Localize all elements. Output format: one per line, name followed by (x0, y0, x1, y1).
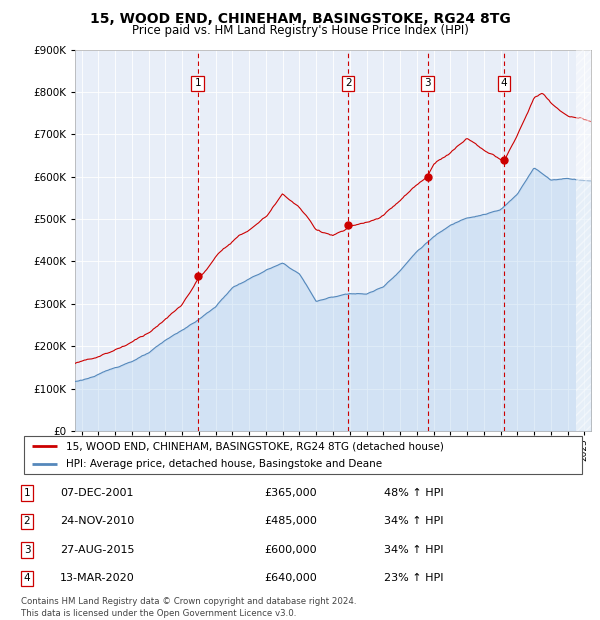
Text: 1: 1 (194, 79, 201, 89)
Text: £365,000: £365,000 (264, 488, 317, 498)
Text: 4: 4 (500, 79, 507, 89)
Text: 34% ↑ HPI: 34% ↑ HPI (384, 545, 443, 555)
Text: 07-DEC-2001: 07-DEC-2001 (60, 488, 133, 498)
Text: 48% ↑ HPI: 48% ↑ HPI (384, 488, 443, 498)
Text: HPI: Average price, detached house, Basingstoke and Deane: HPI: Average price, detached house, Basi… (66, 459, 382, 469)
Text: 15, WOOD END, CHINEHAM, BASINGSTOKE, RG24 8TG (detached house): 15, WOOD END, CHINEHAM, BASINGSTOKE, RG2… (66, 441, 444, 451)
Bar (576, 50, 591, 431)
FancyBboxPatch shape (24, 436, 582, 474)
Text: £640,000: £640,000 (264, 574, 317, 583)
Text: 13-MAR-2020: 13-MAR-2020 (60, 574, 135, 583)
Text: 23% ↑ HPI: 23% ↑ HPI (384, 574, 443, 583)
Text: 1: 1 (23, 488, 31, 498)
Text: Price paid vs. HM Land Registry's House Price Index (HPI): Price paid vs. HM Land Registry's House … (131, 24, 469, 37)
Text: 27-AUG-2015: 27-AUG-2015 (60, 545, 134, 555)
Text: 24-NOV-2010: 24-NOV-2010 (60, 516, 134, 526)
Text: 2: 2 (23, 516, 31, 526)
Text: 3: 3 (424, 79, 431, 89)
Text: Contains HM Land Registry data © Crown copyright and database right 2024.
This d: Contains HM Land Registry data © Crown c… (21, 597, 356, 618)
Text: £600,000: £600,000 (264, 545, 317, 555)
Text: 2: 2 (345, 79, 352, 89)
Text: 3: 3 (23, 545, 31, 555)
Text: 4: 4 (23, 574, 31, 583)
Text: 15, WOOD END, CHINEHAM, BASINGSTOKE, RG24 8TG: 15, WOOD END, CHINEHAM, BASINGSTOKE, RG2… (89, 12, 511, 27)
Text: 34% ↑ HPI: 34% ↑ HPI (384, 516, 443, 526)
Text: £485,000: £485,000 (264, 516, 317, 526)
